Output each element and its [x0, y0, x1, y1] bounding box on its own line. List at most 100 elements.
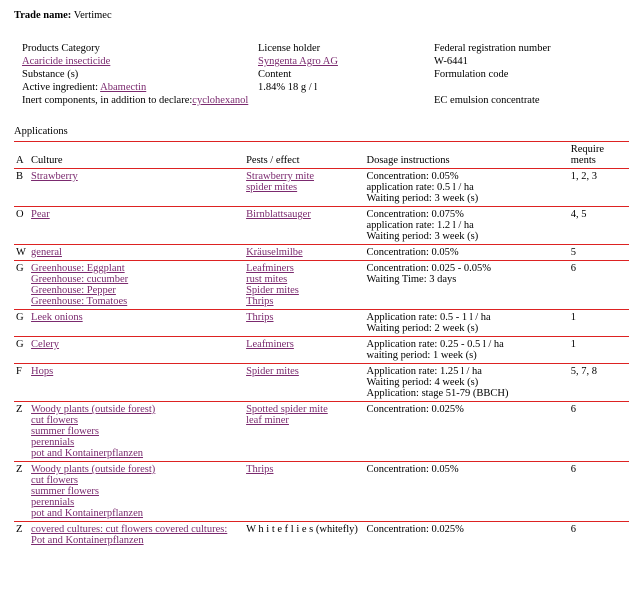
row-dosage: Application rate: 0.5 - 1 l / ha Waiting… — [364, 310, 568, 337]
row-letter: G — [14, 261, 29, 310]
row-letter: G — [14, 337, 29, 364]
active-ingredient-label: Active ingredient: — [22, 82, 100, 93]
row-requirements: 6 — [569, 402, 629, 462]
pest-text: W h i t e f l i e s (whitefly) — [246, 524, 362, 535]
formulation-value: EC emulsion concentrate — [434, 95, 634, 106]
culture-link[interactable]: pot and Kontainerpflanzen — [31, 508, 242, 519]
row-requirements: 1 — [569, 310, 629, 337]
pest-link[interactable]: Leafminers — [246, 339, 362, 350]
row-letter: Z — [14, 462, 29, 522]
pest-link[interactable]: Birnblattsauger — [246, 209, 362, 220]
license-holder-link[interactable]: Syngenta Agro AG — [258, 56, 338, 67]
table-row: Zcovered cultures: cut flowers covered c… — [14, 522, 629, 549]
row-pests: Spotted spider miteleaf miner — [244, 402, 364, 462]
culture-link[interactable]: pot and Kontainerpflanzen — [31, 448, 242, 459]
culture-link[interactable]: summer flowers — [31, 486, 242, 497]
pest-link[interactable]: Spider mites — [246, 285, 362, 296]
products-category-link[interactable]: Acaricide insecticide — [22, 56, 110, 67]
row-dosage: Application rate: 0.25 - 0.5 l / ha wait… — [364, 337, 568, 364]
culture-link[interactable]: perennials — [31, 497, 242, 508]
content-label: Content — [258, 69, 428, 80]
pest-link[interactable]: Thrips — [246, 464, 362, 475]
row-letter: G — [14, 310, 29, 337]
active-ingredient-link[interactable]: Abamectin — [100, 82, 146, 93]
table-row: ZWoody plants (outside forest)cut flower… — [14, 462, 629, 522]
row-pests: Leafminersrust mitesSpider mitesThrips — [244, 261, 364, 310]
culture-link[interactable]: Greenhouse: Tomatoes — [31, 296, 242, 307]
culture-link[interactable]: cut flowers — [31, 415, 242, 426]
table-row: GLeek onions ThripsApplication rate: 0.5 … — [14, 310, 629, 337]
row-letter: B — [14, 169, 29, 207]
row-culture: covered cultures: cut flowers covered cu… — [29, 522, 244, 549]
applications-title: Applications — [14, 126, 629, 137]
row-pests: Thrips — [244, 462, 364, 522]
trade-name-value: Vertimec — [74, 10, 112, 21]
row-requirements: 5 — [569, 245, 629, 261]
pest-link[interactable]: Strawberry mite — [246, 171, 362, 182]
row-letter: W — [14, 245, 29, 261]
culture-link[interactable]: Woody plants (outside forest) — [31, 464, 242, 475]
pest-link[interactable]: leaf miner — [246, 415, 362, 426]
culture-link[interactable]: Strawberry — [31, 171, 242, 182]
inert-link[interactable]: cyclohexanol — [192, 95, 248, 106]
row-pests: Kräuselmilbe — [244, 245, 364, 261]
row-requirements: 6 — [569, 522, 629, 549]
pest-link[interactable]: Spider mites — [246, 366, 362, 377]
pest-link[interactable]: spider mites — [246, 182, 362, 193]
row-dosage: Concentration: 0.025 - 0.05% Waiting Tim… — [364, 261, 568, 310]
col-culture-header: Culture — [29, 142, 244, 169]
culture-link[interactable]: Greenhouse: Eggplant — [31, 263, 242, 274]
pest-link[interactable]: Leafminers — [246, 263, 362, 274]
table-row: GGreenhouse: EggplantGreenhouse: cucumbe… — [14, 261, 629, 310]
row-dosage: Concentration: 0.075% application rate: … — [364, 207, 568, 245]
row-culture: Strawberry — [29, 169, 244, 207]
inert-label: Inert components, in addition to declare… — [22, 95, 192, 106]
row-culture: Hops — [29, 364, 244, 402]
row-pests: Spider mites — [244, 364, 364, 402]
table-row: GCelery LeafminersApplication rate: 0.25 … — [14, 337, 629, 364]
pest-link[interactable]: Kräuselmilbe — [246, 247, 362, 258]
culture-link[interactable]: perennials — [31, 437, 242, 448]
culture-link[interactable]: cut flowers — [31, 475, 242, 486]
federal-reg-label: Federal registration number — [434, 43, 634, 54]
culture-link[interactable]: summer flowers — [31, 426, 242, 437]
pest-link[interactable]: Thrips — [246, 296, 362, 307]
table-row: FHopsSpider mitesApplication rate: 1.25 … — [14, 364, 629, 402]
culture-link[interactable]: Woody plants (outside forest) — [31, 404, 242, 415]
col-dosage-header: Dosage instructions — [364, 142, 568, 169]
row-pests: Birnblattsauger — [244, 207, 364, 245]
row-dosage: Concentration: 0.025% — [364, 522, 568, 549]
pest-link[interactable]: Spotted spider mite — [246, 404, 362, 415]
content-value: 1.84% 18 g / l — [258, 82, 428, 93]
row-culture: Woody plants (outside forest)cut flowers… — [29, 402, 244, 462]
license-holder-label: License holder — [258, 43, 428, 54]
row-dosage: Concentration: 0.05% — [364, 245, 568, 261]
row-requirements: 6 — [569, 261, 629, 310]
col-req-header: Require ments — [569, 142, 629, 169]
col-pests-header: Pests / effect — [244, 142, 364, 169]
culture-link[interactable]: Greenhouse: Pepper — [31, 285, 242, 296]
row-culture: Greenhouse: EggplantGreenhouse: cucumber… — [29, 261, 244, 310]
product-info-grid: Products Category License holder Federal… — [22, 43, 629, 106]
row-pests: Thrips — [244, 310, 364, 337]
pest-link[interactable]: rust mites — [246, 274, 362, 285]
row-letter: Z — [14, 402, 29, 462]
row-culture: general — [29, 245, 244, 261]
culture-link[interactable]: Greenhouse: cucumber — [31, 274, 242, 285]
culture-link[interactable]: Celery — [31, 339, 242, 350]
applications-table: A Culture Pests / effect Dosage instruct… — [14, 141, 629, 548]
row-pests: W h i t e f l i e s (whitefly) — [244, 522, 364, 549]
culture-link[interactable]: general — [31, 247, 242, 258]
pest-link[interactable]: Thrips — [246, 312, 362, 323]
row-dosage: Concentration: 0.025% — [364, 402, 568, 462]
row-requirements: 1 — [569, 337, 629, 364]
table-row: Wgeneral KräuselmilbeConcentration: 0.05%… — [14, 245, 629, 261]
products-category-label: Products Category — [22, 43, 252, 54]
row-letter: O — [14, 207, 29, 245]
culture-link[interactable]: Leek onions — [31, 312, 242, 323]
culture-link[interactable]: covered cultures: cut flowers covered cu… — [31, 524, 242, 546]
table-row: OPear BirnblattsaugerConcentration: 0.075… — [14, 207, 629, 245]
culture-link[interactable]: Hops — [31, 366, 242, 377]
culture-link[interactable]: Pear — [31, 209, 242, 220]
row-culture: Celery — [29, 337, 244, 364]
